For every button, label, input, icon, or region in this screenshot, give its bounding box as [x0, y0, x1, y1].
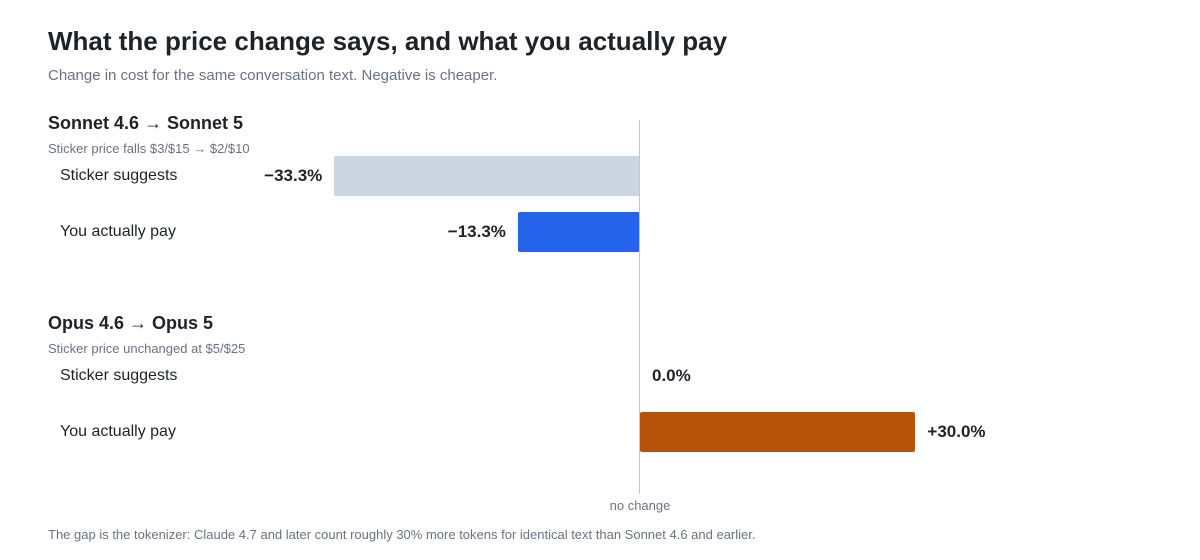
zero-line [639, 120, 640, 494]
row-label: You actually pay [60, 223, 176, 240]
row-label: You actually pay [60, 423, 176, 440]
group-note: Sticker price unchanged at $5/$25 [48, 341, 246, 356]
row-label: Sticker suggests [60, 167, 178, 184]
chart-title: What the price change says, and what you… [48, 26, 728, 56]
row-label: Sticker suggests [60, 367, 178, 384]
group-title: Sonnet 4.6 → Sonnet 5 [48, 113, 244, 133]
group-note: Sticker price falls $3/$15 → $2/$10 [48, 141, 250, 156]
value-label: 0.0% [652, 366, 691, 385]
zero-axis-label: no change [609, 498, 671, 513]
chart-subtitle: Change in cost for the same conversation… [48, 67, 498, 84]
value-label: −33.3% [264, 166, 323, 185]
group-title: Opus 4.6 → Opus 5 [48, 313, 214, 333]
bar [517, 212, 640, 252]
value-label: +30.0% [927, 422, 986, 441]
bar [640, 412, 916, 452]
value-label: −13.3% [447, 222, 506, 241]
bar [334, 156, 640, 196]
footnote: The gap is the tokenizer: Claude 4.7 and… [48, 527, 756, 542]
